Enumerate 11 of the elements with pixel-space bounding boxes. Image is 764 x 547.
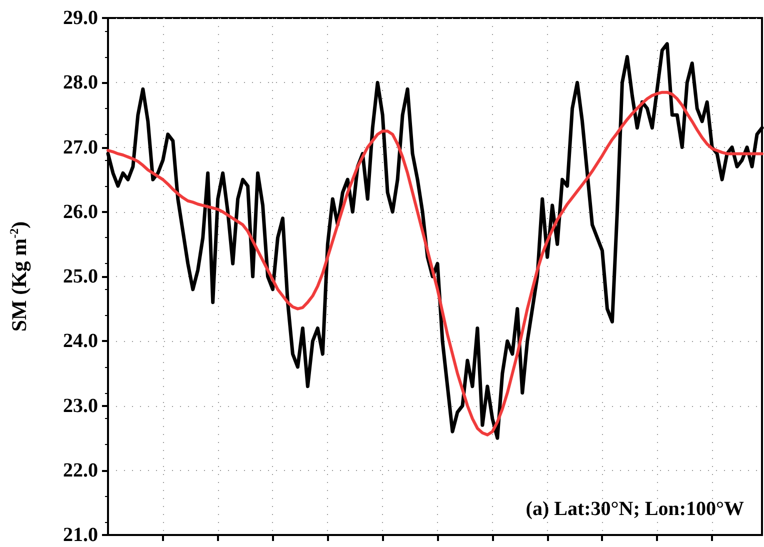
y-tick-label: 25.0 [63, 266, 98, 288]
y-tick-label: 28.0 [63, 72, 98, 94]
y-tick-label: 21.0 [63, 524, 98, 546]
y-tick-label: 26.0 [63, 200, 98, 223]
y-tick-label: 24.0 [63, 330, 98, 352]
y-tick-label: 27.0 [63, 136, 98, 158]
y-tick-label: 22.0 [63, 459, 98, 482]
y-tick-label: 23.0 [63, 394, 98, 417]
y-tick-label: 29.0 [63, 7, 98, 29]
y-axis-title: SM (Kg m-2) [7, 221, 31, 332]
annotation: (a) Lat:30°N; Lon:100°W [526, 498, 744, 520]
